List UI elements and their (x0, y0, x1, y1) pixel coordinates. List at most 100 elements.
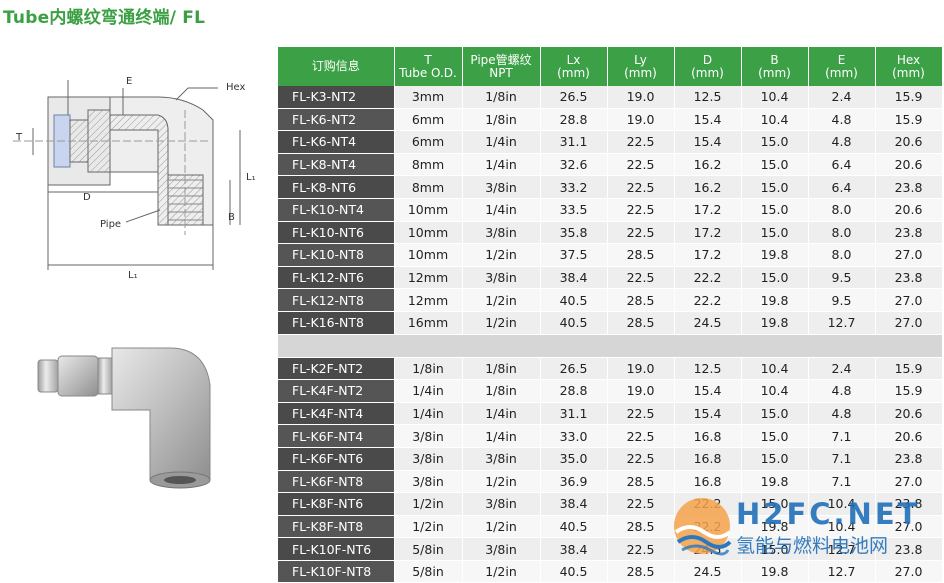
table-cell: 1/8in (462, 86, 541, 109)
table-cell: 10.4 (808, 492, 876, 516)
table-cell: 15.9 (875, 379, 943, 403)
order-code-cell: FL-K2F-NT2 (278, 357, 395, 381)
label-e: E (126, 76, 132, 87)
table-cell: 28.5 (607, 515, 675, 539)
table-cell: 1/4in (462, 130, 541, 154)
table-cell: 1/2in (394, 515, 463, 539)
table-cell: 3mm (394, 86, 463, 109)
order-code-cell: FL-K8F-NT8 (278, 515, 395, 539)
table-cell: 22.5 (607, 221, 675, 245)
table-cell: 1/8in (394, 357, 463, 381)
table-cell: 15.0 (741, 266, 809, 290)
table-cell: 23.8 (875, 221, 943, 245)
order-code-cell: FL-K10-NT6 (278, 221, 395, 245)
table-cell: 38.4 (540, 492, 608, 516)
table-row: FL-K8-NT6 8mm 3/8in 33.2 22.5 16.2 15.0 6.4 23.8 (278, 175, 943, 199)
table-cell: 36.9 (540, 470, 608, 494)
table-cell: 27.0 (875, 243, 943, 267)
table-cell: 1/2in (462, 288, 541, 312)
table-cell: 15.9 (875, 108, 943, 132)
header-d: D (mm) (674, 47, 742, 86)
table-cell: 33.2 (540, 175, 608, 199)
table-row: FL-K10-NT6 10mm 3/8in 35.8 22.5 17.2 15.0 8.0 23… (278, 221, 943, 245)
table-row: FL-K6-NT4 6mm 1/4in 31.1 22.5 15.4 15.0 4.8 20.6 (278, 130, 943, 154)
order-code-cell: FL-K16-NT8 (278, 311, 395, 335)
table-cell: 4.8 (808, 402, 876, 426)
table-cell: 27.0 (875, 311, 943, 335)
table-cell: 2.4 (808, 86, 876, 109)
table-cell: 20.6 (875, 130, 943, 154)
table-row: FL-K6F-NT4 3/8in 1/4in 33.0 22.5 16.8 15.0 7.1 2… (278, 424, 943, 448)
order-code-cell: FL-K10-NT4 (278, 198, 395, 222)
order-code-cell: FL-K4F-NT4 (278, 402, 395, 426)
label-d: D (83, 192, 91, 203)
order-code-cell: FL-K8-NT6 (278, 175, 395, 199)
table-cell: 4.8 (808, 379, 876, 403)
order-code-cell: FL-K6-NT4 (278, 130, 395, 154)
table-cell: 22.5 (607, 266, 675, 290)
table-cell: 1/4in (394, 402, 463, 426)
table-cell: 1/4in (462, 153, 541, 177)
table-header-row: 订购信息 T Tube O.D. Pipe管螺纹 NPT Lx (mm) Ly (mm)… (278, 47, 943, 86)
table-row: FL-K2F-NT2 1/8in 1/8in 26.5 19.0 12.5 10.4 2.4 1… (278, 357, 943, 381)
table-cell: 40.5 (540, 560, 608, 583)
table-cell: 12.7 (808, 537, 876, 561)
table-cell: 3/8in (394, 447, 463, 471)
table-cell: 6.4 (808, 175, 876, 199)
table-cell: 22.5 (607, 537, 675, 561)
table-cell: 2.4 (808, 357, 876, 381)
order-code-cell: FL-K8-NT4 (278, 153, 395, 177)
table-cell: 19.8 (741, 243, 809, 267)
table-cell: 26.5 (540, 86, 608, 109)
table-cell: 22.5 (607, 153, 675, 177)
table-cell: 40.5 (540, 311, 608, 335)
table-cell: 1/2in (462, 560, 541, 583)
table-cell: 8.0 (808, 198, 876, 222)
table-cell: 15.9 (875, 357, 943, 381)
table-cell: 28.8 (540, 379, 608, 403)
watermark-subtitle: 氢能与燃料电池网 (736, 535, 888, 557)
table-cell: 12mm (394, 288, 463, 312)
table-cell: 20.6 (875, 424, 943, 448)
table-cell: 27.0 (875, 515, 943, 539)
h2fc-watermark-logo: H2FC.NET 氢能与燃料电池网 (674, 497, 917, 557)
table-row: FL-K4F-NT2 1/4in 1/8in 28.8 19.0 15.4 10.4 4.8 1… (278, 379, 943, 403)
table-cell: 7.1 (808, 424, 876, 448)
table-cell: 17.2 (674, 198, 742, 222)
table-cell: 1/2in (462, 243, 541, 267)
table-cell: 3/8in (462, 492, 541, 516)
table-cell: 7.1 (808, 447, 876, 471)
table-cell: 3/8in (462, 175, 541, 199)
table-cell: 27.0 (875, 470, 943, 494)
table-cell: 15.0 (741, 221, 809, 245)
table-cell: 22.2 (674, 288, 742, 312)
table-cell: 16.8 (674, 447, 742, 471)
table-cell: 15.0 (741, 402, 809, 426)
table-cell: 4.8 (808, 108, 876, 132)
table-cell: 22.5 (607, 198, 675, 222)
header-lx: Lx (mm) (540, 47, 608, 86)
table-cell: 28.5 (607, 288, 675, 312)
table-cell: 15.0 (741, 424, 809, 448)
table-cell: 1/4in (462, 402, 541, 426)
page-title: Tube内螺纹弯通终端/ FL (3, 8, 206, 28)
table-cell: 19.0 (607, 379, 675, 403)
table-cell: 1/4in (462, 424, 541, 448)
table-cell: 35.0 (540, 447, 608, 471)
order-code-cell: FL-K6F-NT8 (278, 470, 395, 494)
table-cell: 28.5 (607, 243, 675, 267)
table-cell: 27.0 (875, 288, 943, 312)
table-cell: 28.5 (607, 560, 675, 583)
table-cell: 22.5 (607, 175, 675, 199)
table-cell: 1/2in (462, 515, 541, 539)
table-cell: 9.5 (808, 288, 876, 312)
table-cell: 20.6 (875, 153, 943, 177)
table-cell: 8mm (394, 175, 463, 199)
table-cell: 38.4 (540, 266, 608, 290)
table-cell: 40.5 (540, 288, 608, 312)
table-cell: 19.8 (741, 288, 809, 312)
table-cell: 10mm (394, 198, 463, 222)
table-cell: 12mm (394, 266, 463, 290)
label-hex: Hex (226, 82, 245, 93)
table-cell: 32.6 (540, 153, 608, 177)
